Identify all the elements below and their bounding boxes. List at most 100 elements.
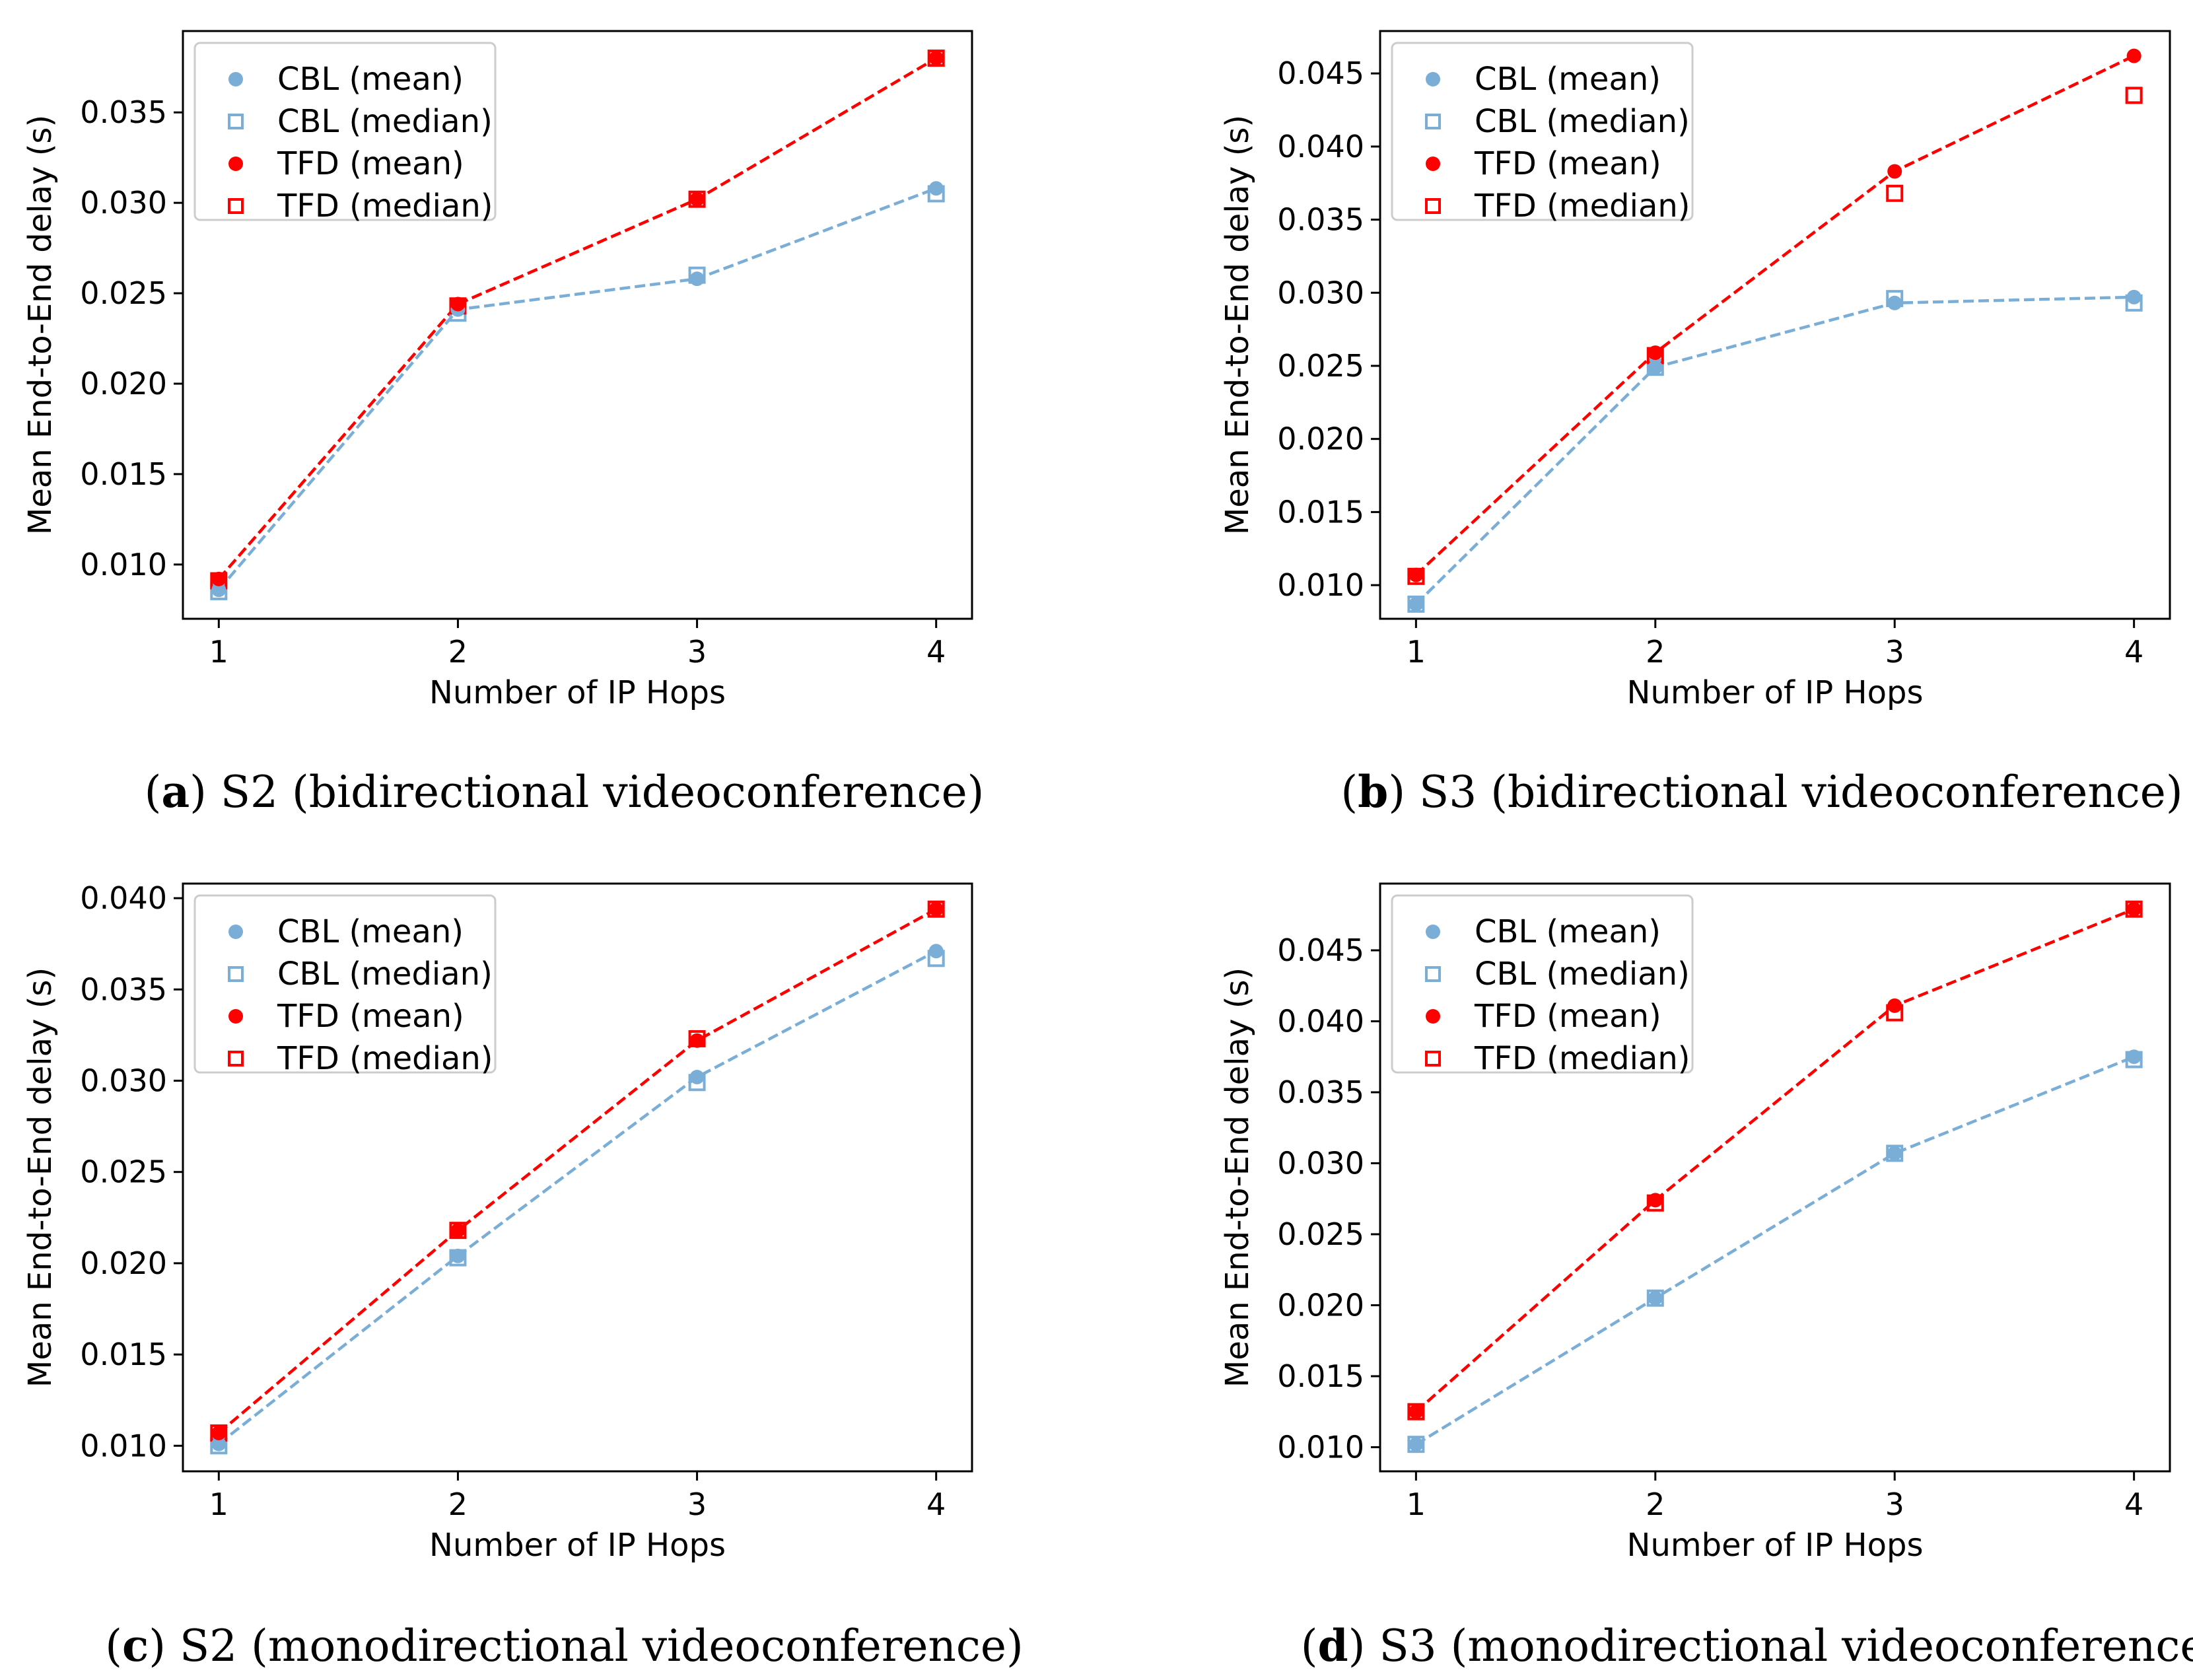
y-tick-label: 0.030	[80, 185, 167, 221]
series-line-cbl-mean	[1416, 297, 2134, 604]
legend-entry: TFD (mean)	[1474, 998, 1661, 1035]
cbl-mean-point	[1409, 1437, 1423, 1452]
tfd-mean-point	[450, 297, 465, 312]
cbl-mean-point	[2127, 1049, 2141, 1064]
panel-caption: (a) S2 (bidirectional videoconference)	[145, 766, 985, 818]
legend-entry: TFD (median)	[1474, 1040, 1690, 1077]
legend-entry: CBL (mean)	[277, 61, 464, 98]
y-tick-label: 0.010	[80, 1428, 167, 1463]
x-tick-label: 2	[1646, 634, 1665, 670]
cbl-mean-point	[1648, 360, 1663, 374]
y-tick-label: 0.010	[80, 547, 167, 582]
legend-entry: TFD (median)	[1474, 188, 1690, 225]
legend-marker	[1426, 157, 1440, 171]
legend-marker	[228, 1009, 243, 1024]
legend-entry: CBL (median)	[1475, 103, 1690, 140]
legend: CBL (mean) CBL (median) TFD (mean) TFD (med…	[1392, 43, 1692, 225]
panel-caption: (c) S2 (monodirectional videoconference)	[105, 1620, 1023, 1671]
y-tick-label: 0.030	[1277, 275, 1364, 310]
x-tick-label: 2	[448, 1487, 468, 1522]
y-tick-label: 0.040	[80, 880, 167, 916]
legend-entry: CBL (mean)	[1475, 913, 1661, 950]
panel-letter: a	[161, 766, 190, 818]
y-tick-label: 0.015	[1277, 1358, 1364, 1394]
y-axis-label: Mean End-to-End delay (s)	[22, 115, 59, 535]
tfd-median-point	[2127, 88, 2141, 102]
y-tick-label: 0.010	[1277, 1429, 1364, 1465]
legend-marker	[228, 157, 243, 171]
y-tick-label: 0.035	[80, 971, 167, 1007]
chart-panel-c: 0.010 0.015 0.020 0.025 0.030 0.035 0.040 1 2 3 4 N…	[22, 880, 1024, 1671]
tfd-mean-point	[1887, 164, 1902, 179]
legend-entry: CBL (mean)	[1475, 61, 1661, 98]
tfd-median-point	[1887, 186, 1902, 201]
cbl-mean-point	[1887, 296, 1902, 310]
y-tick-label: 0.010	[1277, 567, 1364, 603]
tfd-mean-point	[690, 192, 705, 207]
legend-marker	[228, 925, 243, 939]
y-tick-label: 0.020	[1277, 1287, 1364, 1323]
chart-panel-d: 0.010 0.015 0.020 0.025 0.030 0.035 0.040 0.045…	[1219, 884, 2193, 1671]
x-tick-label: 1	[1407, 1487, 1426, 1522]
tfd-mean-point	[450, 1223, 465, 1238]
tfd-mean-point	[1887, 998, 1902, 1013]
y-tick-label: 0.025	[1277, 1216, 1364, 1252]
legend-marker	[1426, 925, 1440, 939]
x-axis-label: Number of IP Hops	[429, 674, 726, 711]
legend-entry: TFD (mean)	[277, 998, 464, 1035]
panel-caption-text: S2 (bidirectional videoconference)	[221, 767, 985, 818]
legend-entry: TFD (median)	[277, 188, 493, 225]
legend: CBL (mean) CBL (median) TFD (mean) TFD (med…	[195, 43, 495, 225]
y-tick-label: 0.015	[80, 1337, 167, 1372]
cbl-mean-point	[1887, 1146, 1902, 1160]
y-tick-label: 0.035	[1277, 1074, 1364, 1110]
tfd-mean-point	[1409, 1405, 1423, 1419]
x-axis-label: Number of IP Hops	[1627, 1527, 1924, 1564]
x-tick-label: 2	[448, 634, 468, 670]
y-axis-label: Mean End-to-End delay (s)	[1219, 115, 1256, 535]
y-tick-label: 0.020	[1277, 421, 1364, 457]
tfd-mean-point	[211, 572, 226, 586]
tfd-mean-point	[211, 1426, 226, 1440]
chart-panel-a: 0.010 0.015 0.020 0.025 0.030 0.035 1 2 3 4 Number…	[22, 31, 984, 818]
tfd-mean-point	[1409, 568, 1423, 582]
cbl-mean-point	[1648, 1291, 1663, 1306]
x-tick-label: 3	[1885, 634, 1904, 670]
panel-letter: b	[1358, 766, 1388, 818]
x-axis-label: Number of IP Hops	[429, 1527, 726, 1564]
x-axis-label: Number of IP Hops	[1627, 674, 1924, 711]
x-tick-label: 1	[209, 1487, 228, 1522]
series-line-cbl-mean	[219, 188, 936, 590]
legend-entry: CBL (median)	[1475, 956, 1690, 993]
y-tick-label: 0.025	[80, 275, 167, 311]
y-axis-label: Mean End-to-End delay (s)	[1219, 967, 1256, 1387]
cbl-mean-point	[1409, 597, 1423, 612]
y-tick-label: 0.015	[80, 456, 167, 492]
cbl-mean-point	[690, 271, 705, 286]
cbl-mean-point	[929, 181, 944, 195]
y-tick-label: 0.030	[1277, 1146, 1364, 1181]
panel-caption: (d) S3 (monodirectional videoconference)	[1301, 1620, 2193, 1671]
x-tick-label: 1	[209, 634, 228, 670]
x-tick-label: 1	[1407, 634, 1426, 670]
panel-caption-text: S2 (monodirectional videoconference)	[180, 1621, 1024, 1671]
y-tick-label: 0.045	[1277, 55, 1364, 91]
panel-caption-text: S3 (monodirectional videoconference)	[1379, 1621, 2193, 1671]
tfd-mean-point	[2127, 49, 2141, 63]
series-line-cbl-mean	[1416, 1057, 2134, 1444]
cbl-mean-point	[2127, 290, 2141, 304]
figure: 0.010 0.015 0.020 0.025 0.030 0.035 1 2 3 4 Number…	[0, 0, 2193, 1680]
cbl-mean-point	[929, 944, 944, 958]
tfd-mean-point	[929, 51, 944, 65]
tfd-mean-point	[929, 902, 944, 917]
y-tick-label: 0.020	[80, 1245, 167, 1281]
panel-letter: c	[122, 1620, 149, 1671]
y-tick-label: 0.020	[80, 366, 167, 402]
x-tick-label: 4	[926, 1487, 946, 1522]
cbl-mean-point	[450, 1249, 465, 1263]
y-tick-label: 0.025	[80, 1154, 167, 1190]
y-tick-label: 0.035	[1277, 202, 1364, 238]
legend-entry: CBL (median)	[277, 103, 493, 140]
tfd-mean-point	[2127, 902, 2141, 917]
tfd-mean-point	[690, 1033, 705, 1048]
